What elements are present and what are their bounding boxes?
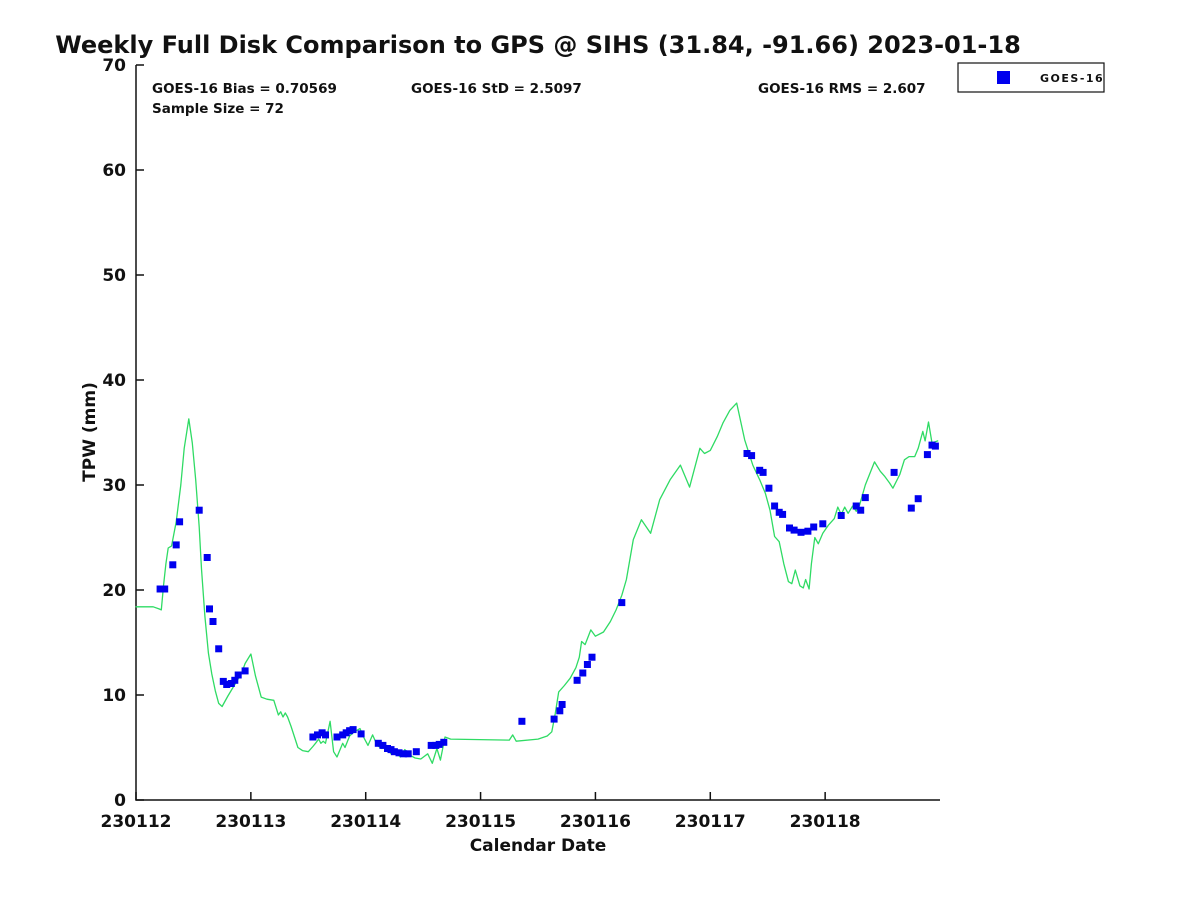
axes — [135, 65, 940, 801]
goes16-marker — [914, 495, 922, 503]
goes16-marker — [771, 502, 779, 510]
goes16-marker — [748, 452, 756, 460]
goes16-marker — [861, 494, 869, 502]
legend-box — [957, 62, 1105, 93]
goes16-marker — [797, 528, 805, 536]
x-tick-label: 230116 — [560, 812, 631, 832]
y-tick-label: 30 — [102, 476, 126, 496]
goes16-marker — [804, 527, 812, 535]
goes16-marker — [765, 484, 773, 492]
goes16-marker — [440, 738, 448, 746]
legend-label: GOES-16 — [1040, 72, 1104, 85]
stat-std: GOES-16 StD = 2.5097 — [411, 81, 582, 97]
goes16-marker — [588, 653, 596, 661]
stat-bias: GOES-16 Bias = 0.70569 — [152, 81, 337, 97]
y-tick-label: 70 — [102, 56, 126, 76]
stat-rms: GOES-16 RMS = 2.607 — [758, 81, 926, 97]
x-tick-label: 230118 — [790, 812, 861, 832]
goes16-marker — [618, 599, 626, 607]
gps-line — [135, 402, 939, 764]
goes16-marker — [404, 750, 412, 758]
y-tick-label: 40 — [102, 371, 126, 391]
legend: GOES-16 — [957, 62, 1105, 93]
goes16-marker — [231, 676, 239, 684]
goes16-marker — [759, 468, 767, 476]
goes16-marker — [314, 731, 321, 739]
goes16-marker — [779, 510, 787, 518]
goes16-marker — [169, 561, 177, 569]
goes16-marker — [923, 451, 931, 459]
goes16-marker — [819, 520, 827, 528]
goes16-marker — [309, 733, 317, 741]
goes16-marker — [931, 442, 939, 450]
goes16-marker — [412, 748, 420, 756]
goes16-marker — [786, 524, 793, 532]
goes16-marker — [573, 676, 581, 684]
x-tick-label: 230113 — [215, 812, 286, 832]
goes16-marker — [195, 506, 203, 514]
goes16-marker — [558, 701, 566, 708]
goes16-marker — [322, 731, 329, 739]
y-tick-label: 10 — [102, 686, 126, 706]
x-tick-label: 230117 — [675, 812, 746, 832]
goes16-marker — [810, 523, 818, 531]
goes16-marker — [234, 671, 242, 679]
goes16-marker — [579, 669, 587, 677]
stat-sample-size: Sample Size = 72 — [152, 101, 284, 117]
goes16-marker — [390, 748, 398, 756]
legend-marker-square — [997, 71, 1010, 84]
goes16-marker — [349, 726, 357, 734]
goes16-marker — [333, 733, 341, 741]
goes16-marker — [852, 502, 860, 510]
goes16-marker — [176, 518, 184, 526]
y-tick-label: 50 — [102, 266, 126, 286]
goes16-marker — [583, 661, 591, 668]
y-tick-label: 20 — [102, 581, 126, 601]
goes16-marker — [556, 707, 564, 715]
goes16-marker — [379, 741, 387, 749]
goes16-marker — [215, 645, 223, 653]
goes16-marker — [857, 506, 865, 514]
goes16-marker — [161, 585, 169, 593]
plot-area: 230112 230113 230114 230115 230116 230117 2301… — [101, 56, 940, 832]
goes16-marker — [435, 740, 443, 748]
goes16-marker — [790, 526, 798, 534]
x-tick-label: 230115 — [445, 812, 516, 832]
goes16-marker — [357, 730, 365, 738]
goes16-marker — [400, 750, 408, 758]
goes16-marker — [743, 450, 751, 457]
goes16-marker — [427, 741, 435, 749]
x-tick-label: 230112 — [101, 812, 172, 832]
goes16-marker — [518, 717, 526, 725]
goes16-marker — [209, 618, 217, 625]
x-axis-label: Calendar Date — [470, 836, 607, 856]
goes16-marker — [890, 468, 898, 476]
goes16-marker — [172, 541, 180, 549]
chart-title: Weekly Full Disk Comparison to GPS @ SIH… — [55, 31, 1021, 59]
x-tick-label: 230114 — [330, 812, 401, 832]
goes16-marker — [203, 554, 211, 561]
goes16-marker — [206, 605, 213, 613]
goes16-marker — [241, 667, 249, 675]
goes16-marker — [156, 585, 164, 593]
y-tick-label: 0 — [114, 791, 126, 811]
goes16-marker — [550, 715, 558, 723]
goes16-marker — [395, 749, 403, 757]
y-axis-label: TPW (mm) — [80, 382, 100, 482]
goes16-marker — [907, 504, 915, 512]
goes16-marker — [223, 681, 231, 688]
y-tick-label: 60 — [102, 161, 126, 181]
goes16-marker — [837, 512, 845, 519]
goes16-marker — [374, 739, 382, 747]
